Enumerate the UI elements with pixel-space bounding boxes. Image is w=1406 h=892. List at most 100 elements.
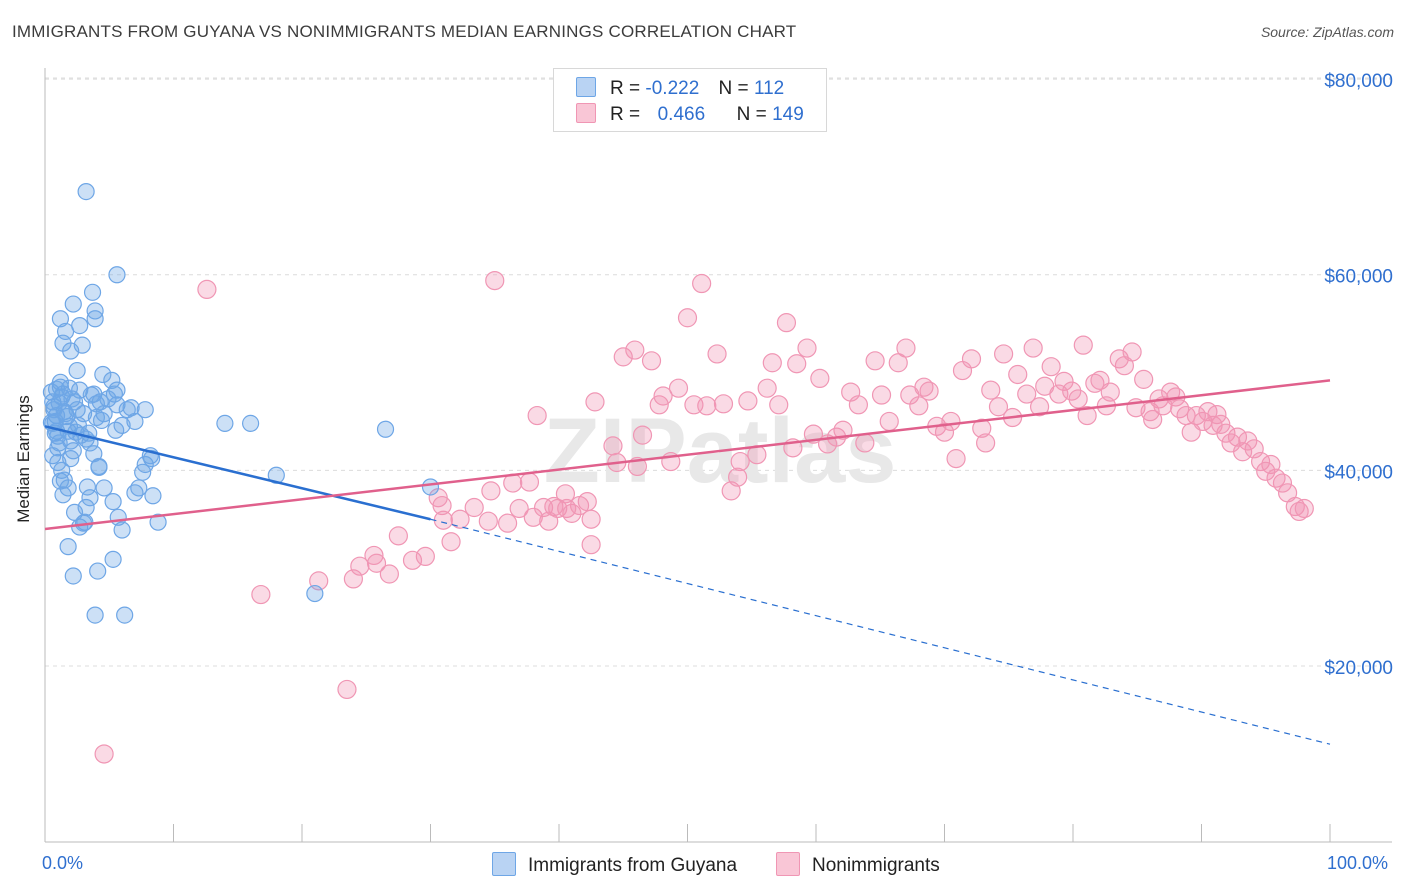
data-point [728,467,748,487]
data-point [122,399,140,417]
data-point [833,420,853,440]
data-point [95,479,113,497]
data-point [86,606,104,624]
data-point [1122,342,1142,362]
data-point [481,481,501,501]
data-point [527,405,547,426]
legend-r-label: R = [610,104,641,125]
data-point [865,351,885,371]
data-point [108,381,126,399]
legend-row-guyana: R = -0.222 N = 112 [576,77,784,101]
data-point [69,416,88,434]
data-point [388,526,408,546]
data-point [92,411,111,430]
data-point [64,567,82,585]
data-point [90,458,108,477]
data-point [896,338,916,358]
bottom-legend-label-nonimmigrants: Nonimmigrants [812,855,940,876]
data-point [797,338,817,358]
legend-n-label: N = [736,104,767,125]
data-point [981,380,1001,400]
data-point [77,182,95,201]
data-point [50,394,68,412]
bottom-legend-guyana: Immigrants from Guyana [492,852,737,877]
y-tick-label: $40,000 [1324,462,1393,483]
data-point [113,521,131,539]
data-point [769,395,789,415]
data-point [519,472,540,492]
legend-n-value-nonimmigrants: 149 [772,104,804,125]
legend-n-value-guyana: 112 [753,78,785,99]
data-point [64,295,82,313]
data-point [242,414,260,432]
data-point [103,371,121,389]
data-point [432,495,452,516]
data-point [149,513,167,531]
data-point [108,266,126,284]
data-point [116,606,134,624]
data-point [441,532,461,552]
data-point [89,562,107,580]
guyana-points [42,182,440,624]
data-point [697,396,717,416]
data-point [78,478,97,496]
data-point [402,550,423,570]
legend-r-value-guyana: -0.222 [645,78,700,99]
data-point [1238,431,1258,451]
data-point [216,414,234,432]
legend-n-label: N = [718,78,749,99]
data-point [1233,442,1253,462]
data-point [197,279,217,300]
data-point [1085,373,1105,393]
data-point [562,503,582,523]
data-point [585,392,605,412]
data-point [86,310,104,328]
data-point [1227,427,1248,447]
data-point [1062,381,1082,401]
data-point [1068,389,1088,409]
data-point [757,378,777,398]
data-point [251,584,271,605]
data-point [625,340,645,360]
guyana-trend-line [44,425,431,521]
data-point [1029,397,1050,417]
data-point [1008,364,1028,385]
y-tick-labels: $20,000 $40,000 $60,000 $80,000 [1324,71,1393,679]
data-point [1073,335,1093,355]
data-point [1216,423,1236,443]
data-point [1207,404,1227,425]
trend-lines [44,379,1331,745]
data-point [306,584,324,603]
guyana-trend-extension [430,518,1331,745]
data-point [478,511,498,531]
x-tick-label-max: 100.0% [1327,853,1389,873]
gridlines [45,77,1392,667]
data-point [941,411,961,432]
data-point [54,486,72,504]
data-point [1272,473,1293,493]
data-point [76,513,94,531]
data-point [919,381,939,401]
data-point [707,344,727,364]
data-point [1023,338,1043,358]
data-point [509,498,529,519]
data-point [909,396,929,416]
data-point [677,308,698,328]
data-point [855,433,875,453]
data-point [59,538,77,556]
data-point [1017,384,1037,404]
legend-row-nonimmigrants: R = 0.466 N = 149 [576,103,804,127]
nonimmigrants-trend-line [44,379,1331,531]
legend-r-label: R = [610,78,641,99]
data-point [62,450,80,468]
data-point [104,493,122,511]
data-point [364,545,384,566]
data-point [810,368,830,389]
data-point [433,510,453,530]
data-point [337,679,357,700]
data-point [577,492,597,512]
legend-swatch-guyana [576,77,596,97]
data-point [108,396,126,414]
data-point [94,365,112,384]
